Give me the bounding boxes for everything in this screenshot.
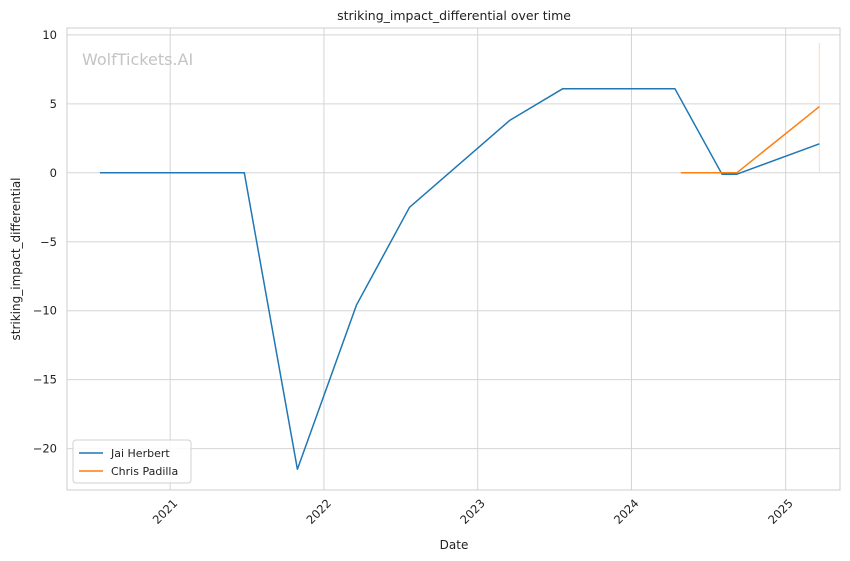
y-tick-label: −20 <box>33 442 57 456</box>
watermark: WolfTickets.AI <box>82 50 193 69</box>
y-tick-label: −10 <box>33 304 57 318</box>
y-tick-label: 5 <box>50 97 57 111</box>
series-line-chris-padilla <box>680 106 820 174</box>
x-tick-labels: 2021 2022 2023 2024 2025 <box>150 496 796 527</box>
y-tick-label: −5 <box>40 235 57 249</box>
series-line-jai-herbert <box>99 87 820 471</box>
x-tick-label: 2024 <box>611 496 642 527</box>
legend-box <box>72 439 192 484</box>
x-tick-label: 2022 <box>303 496 334 527</box>
x-tick-label: 2025 <box>765 496 796 527</box>
x-tick-label: 2021 <box>150 496 181 527</box>
series-layer <box>99 87 820 471</box>
x-tick-label: 2023 <box>457 496 488 527</box>
legend-label-jai-herbert: Jai Herbert <box>110 447 170 460</box>
y-axis-label: striking_impact_differential <box>9 177 23 340</box>
x-gridlines <box>169 28 787 490</box>
y-tick-labels: 10 5 0 −5 −10 −15 −20 <box>33 28 57 456</box>
y-tick-label: −15 <box>33 373 57 387</box>
x-axis-label: Date <box>440 538 469 552</box>
plot-frame <box>66 27 841 491</box>
chart-title: striking_impact_differential over time <box>337 8 571 23</box>
legend: Jai Herbert Chris Padilla <box>72 439 192 484</box>
legend-label-chris-padilla: Chris Padilla <box>111 465 178 478</box>
y-tick-label: 10 <box>42 28 57 42</box>
y-gridlines <box>67 34 840 450</box>
y-tick-label: 0 <box>50 166 57 180</box>
